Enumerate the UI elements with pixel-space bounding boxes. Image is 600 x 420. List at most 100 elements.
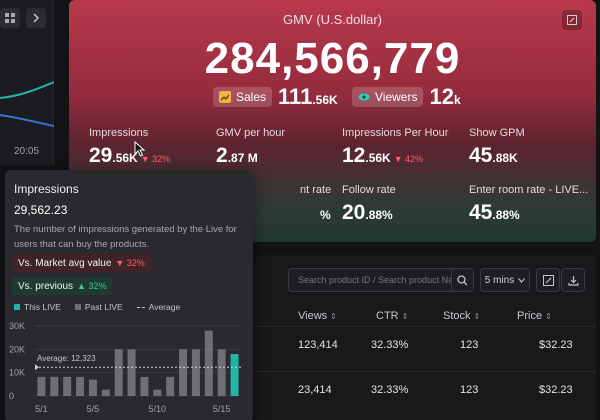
- row-divider: [255, 326, 596, 327]
- sales-pill: Sales 111.56K: [205, 84, 346, 110]
- next-button[interactable]: [26, 8, 46, 28]
- viewers-pill: Viewers 12k: [344, 84, 469, 110]
- delta-down: ▼ 32%: [140, 154, 171, 164]
- bar-past-live: [88, 379, 97, 396]
- bar-past-live: [204, 330, 213, 396]
- past-live-swatch: [74, 304, 81, 310]
- product-search[interactable]: [288, 268, 474, 292]
- metric-label: Impressions: [89, 127, 149, 139]
- sort-icon: ⇕: [330, 312, 337, 321]
- sort-icon: ⇕: [545, 312, 552, 321]
- cell-ctr: 32.33%: [371, 339, 409, 351]
- metric-value: %: [320, 208, 331, 222]
- cell-price: $32.23: [539, 384, 573, 396]
- metric-show-gpm: Show GPM 45.88K: [469, 127, 594, 168]
- metric-value: 12.56K ▼ 42%: [342, 144, 424, 167]
- legend-average: Average: [136, 302, 180, 312]
- edit-icon: [542, 274, 554, 286]
- y-tick-label: 20K: [9, 344, 25, 354]
- cell-views: 123,414: [298, 339, 338, 351]
- metric-label: Impressions Per Hour: [342, 127, 449, 139]
- hero-edit-button[interactable]: [562, 10, 582, 30]
- vs-market-chip: Vs. Market avg value ▼ 32%: [12, 254, 151, 272]
- vs-previous-chip: Vs. previous ▲ 32%: [12, 277, 113, 295]
- column-header-price[interactable]: Price ⇕: [517, 310, 552, 322]
- cell-stock: 123: [460, 384, 479, 396]
- search-icon: [457, 274, 468, 285]
- bar-past-live: [76, 376, 85, 396]
- metric-partial-rate: nt rate %: [216, 184, 341, 225]
- trend-mini-panel: 20:05: [0, 0, 54, 165]
- viewers-label: Viewers: [375, 90, 418, 104]
- cell-views: 23,414: [298, 384, 332, 396]
- cell-price: $32.23: [539, 339, 573, 351]
- sort-icon: ⇕: [401, 312, 409, 321]
- metric-value: 29.56K ▼ 32%: [89, 144, 171, 167]
- viewers-tag: Viewers: [352, 87, 424, 107]
- chevron-right-icon: [33, 13, 40, 23]
- grid-button[interactable]: [0, 8, 20, 28]
- bar-past-live: [114, 349, 123, 396]
- metric-label: Enter room rate - LIVE...: [469, 184, 589, 196]
- metric-label: nt rate: [300, 184, 332, 196]
- x-tick-label: 5/10: [149, 404, 167, 414]
- download-icon: [567, 275, 579, 286]
- metric-label: Show GPM: [469, 127, 525, 139]
- y-tick-label: 0: [9, 391, 14, 401]
- gmv-value: 284,566,779: [204, 34, 461, 83]
- column-header-stock[interactable]: Stock ⇕: [443, 310, 481, 322]
- average-label: Average: 12,323: [37, 354, 96, 363]
- metric-value: 20.88%: [342, 201, 393, 224]
- vs-market-label: Vs. Market avg value: [18, 257, 112, 269]
- y-tick-label: 10K: [9, 368, 25, 378]
- bar-past-live: [217, 349, 226, 396]
- x-tick-label: 5/5: [87, 404, 100, 414]
- chevron-down-icon: [518, 277, 526, 283]
- mini-time-label: 20:05: [14, 146, 40, 157]
- sales-value: 111.56K: [278, 84, 338, 109]
- delta-down: ▼ 32%: [115, 258, 145, 268]
- metric-impressions-per-hour: Impressions Per Hour 12.56K ▼ 42%: [342, 127, 467, 168]
- column-header-ctr[interactable]: CTR ⇕: [376, 310, 409, 322]
- metric-value: 45.88K: [469, 144, 518, 167]
- bar-past-live: [37, 376, 46, 396]
- interval-value: 5 mins: [484, 274, 515, 286]
- legend-this-live: This LIVE: [14, 302, 61, 312]
- viewers-value: 12k: [429, 84, 461, 109]
- edit-columns-button[interactable]: [536, 268, 560, 292]
- y-tick-label: 30K: [9, 321, 25, 331]
- search-button[interactable]: [451, 269, 473, 291]
- bar-past-live: [179, 349, 188, 396]
- this-live-swatch: [14, 304, 20, 310]
- metric-label: GMV per hour: [216, 127, 286, 139]
- impressions-bar-chart: 30K 20K 10K 0 Average: 12,323 5/1 5/5 5/10 5/15: [9, 321, 241, 414]
- sales-icon: [219, 91, 231, 103]
- interval-select[interactable]: 5 mins: [480, 268, 530, 292]
- x-tick-label: 5/1: [35, 404, 48, 414]
- metric-enter-room-rate: Enter room rate - LIVE... 45.88%: [469, 184, 594, 225]
- delta-up: ▲ 32%: [77, 281, 107, 291]
- tooltip-title: Impressions: [14, 182, 79, 196]
- vs-previous-label: Vs. previous: [18, 280, 74, 292]
- edit-icon: [567, 15, 577, 25]
- column-header-views[interactable]: Views ⇕: [298, 310, 337, 322]
- bar-past-live: [191, 349, 200, 396]
- bar-this-live: [230, 354, 239, 396]
- chart-legend: This LIVE Past LIVE Average: [14, 302, 180, 312]
- eye-icon: [358, 93, 370, 101]
- mouse-cursor-icon: [134, 141, 146, 157]
- row-divider: [255, 371, 596, 372]
- metric-value: 2.87 M: [216, 144, 258, 167]
- grid-icon: [5, 13, 15, 23]
- download-button[interactable]: [561, 268, 585, 292]
- metric-label: Follow rate: [342, 184, 396, 196]
- mini-trend-lines: [0, 81, 54, 127]
- bar-past-live: [127, 349, 136, 396]
- gmv-title: GMV (U.S.dollar): [283, 12, 382, 27]
- x-tick-label: 5/15: [213, 404, 231, 414]
- legend-past-live: Past LIVE: [74, 302, 123, 312]
- search-input[interactable]: [289, 269, 451, 291]
- average-dash: [136, 306, 145, 308]
- cell-ctr: 32.33%: [371, 384, 409, 396]
- bar-past-live: [50, 376, 59, 396]
